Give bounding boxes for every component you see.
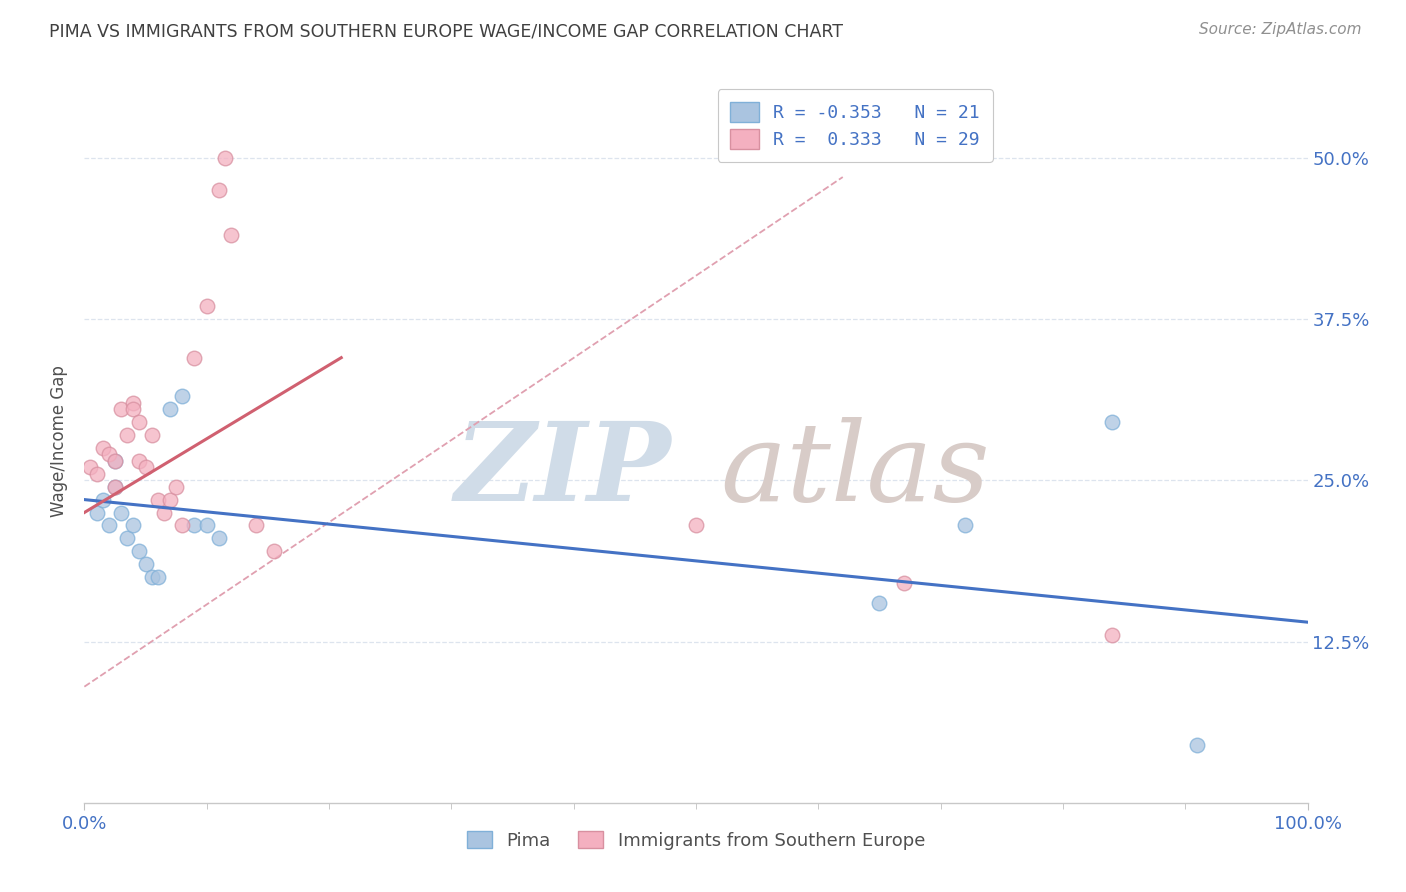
Point: [128, 454, 150, 468]
Legend: R = -0.353   N = 21, R =  0.333   N = 29: R = -0.353 N = 21, R = 0.333 N = 29: [717, 89, 993, 161]
Text: atlas: atlas: [720, 417, 990, 524]
Point: [953, 518, 976, 533]
Point: [110, 402, 132, 417]
Point: [122, 402, 145, 417]
Point: [128, 415, 150, 429]
Text: PIMA VS IMMIGRANTS FROM SOUTHERN EUROPE WAGE/INCOME GAP CORRELATION CHART: PIMA VS IMMIGRANTS FROM SOUTHERN EUROPE …: [49, 22, 844, 40]
Point: [165, 480, 187, 494]
Point: [115, 531, 138, 545]
Point: [79, 460, 101, 475]
Point: [141, 570, 163, 584]
Point: [214, 151, 236, 165]
Y-axis label: Wage/Income Gap: Wage/Income Gap: [49, 366, 67, 517]
Point: [115, 428, 138, 442]
Point: [869, 596, 891, 610]
Point: [195, 518, 218, 533]
Point: [263, 544, 285, 558]
Point: [128, 544, 150, 558]
Text: ZIP: ZIP: [456, 417, 672, 524]
Point: [97, 518, 120, 533]
Point: [685, 518, 707, 533]
Point: [153, 506, 176, 520]
Point: [245, 518, 267, 533]
Point: [135, 460, 157, 475]
Point: [122, 396, 145, 410]
Point: [104, 454, 127, 468]
Point: [183, 351, 205, 365]
Point: [141, 428, 163, 442]
Point: [146, 492, 169, 507]
Point: [1101, 628, 1123, 642]
Point: [86, 506, 108, 520]
Point: [1101, 415, 1123, 429]
Point: [104, 480, 127, 494]
Point: [135, 557, 157, 571]
Point: [172, 518, 194, 533]
Point: [183, 518, 205, 533]
Point: [91, 441, 114, 455]
Point: [110, 506, 132, 520]
Point: [893, 576, 915, 591]
Point: [122, 518, 145, 533]
Point: [97, 447, 120, 461]
Point: [208, 183, 231, 197]
Point: [159, 492, 181, 507]
Point: [195, 299, 218, 313]
Point: [159, 402, 181, 417]
Point: [91, 492, 114, 507]
Point: [208, 531, 231, 545]
Point: [1187, 738, 1209, 752]
Point: [86, 467, 108, 481]
Text: Source: ZipAtlas.com: Source: ZipAtlas.com: [1198, 22, 1361, 37]
Point: [219, 228, 242, 243]
Point: [146, 570, 169, 584]
Point: [104, 454, 127, 468]
Point: [104, 480, 127, 494]
Point: [172, 389, 194, 403]
